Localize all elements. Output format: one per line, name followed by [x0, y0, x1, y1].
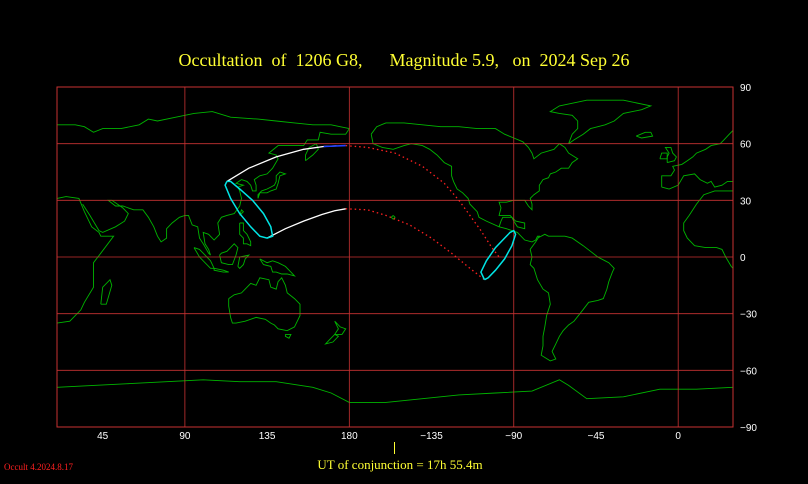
longitude-tick-label: −90	[505, 431, 522, 442]
latitude-tick-label: 0	[740, 253, 746, 264]
coastline	[683, 190, 734, 269]
coastline	[333, 320, 347, 335]
occultation-paths	[224, 144, 517, 281]
coastline	[239, 222, 252, 247]
longitude-tick-label: 180	[341, 431, 358, 442]
coastline	[56, 196, 115, 324]
coastline	[661, 130, 734, 188]
northern-limit-twilight	[323, 144, 346, 148]
coastline	[100, 278, 113, 305]
coastline	[664, 146, 677, 164]
conjunction-marker	[394, 442, 395, 454]
coastline	[257, 171, 287, 199]
map-frame	[56, 86, 734, 428]
latitude-tick-labels: 90 60 30 0 −30 −60 −90	[740, 83, 757, 434]
rise-limit-loop	[224, 180, 274, 239]
latitude-tick-label: −30	[740, 310, 757, 321]
coastline	[213, 267, 229, 273]
longitude-tick-label: −45	[587, 431, 604, 442]
longitude-tick-label: −135	[420, 431, 443, 442]
longitude-tick-label: 135	[259, 431, 276, 442]
latitude-tick-label: −90	[740, 423, 757, 434]
longitude-tick-label: 0	[675, 431, 681, 442]
software-version: Occult 4.2024.8.17	[4, 462, 73, 472]
southern-limit-day	[266, 208, 346, 239]
graticule	[57, 87, 733, 427]
coastline	[659, 152, 668, 160]
longitude-tick-labels: 45 90 135 180 −135 −90 −45 0	[97, 431, 681, 442]
latitude-tick-label: 90	[740, 83, 752, 94]
coastline	[390, 215, 396, 220]
coastline	[549, 99, 653, 145]
coastline	[228, 277, 301, 332]
coastline	[239, 208, 245, 216]
coastline	[636, 131, 654, 139]
latitude-tick-label: 30	[740, 196, 752, 207]
longitude-tick-label: 45	[97, 431, 109, 442]
map-title: Occultation of 1206 G8, Magnitude 5.9, o…	[178, 50, 630, 70]
longitude-tick-label: 90	[179, 431, 191, 442]
coastline	[219, 243, 239, 266]
coastline	[661, 173, 733, 190]
coastline	[324, 333, 340, 345]
coastline	[284, 333, 292, 339]
latitude-tick-label: −60	[740, 366, 757, 377]
latitude-tick-label: 60	[740, 140, 752, 151]
coastline	[370, 122, 579, 230]
set-limit-loop	[480, 229, 517, 281]
coastline	[259, 258, 296, 277]
coastline	[370, 134, 615, 362]
conjunction-time: UT of conjunction = 17h 55.4m	[317, 457, 483, 472]
